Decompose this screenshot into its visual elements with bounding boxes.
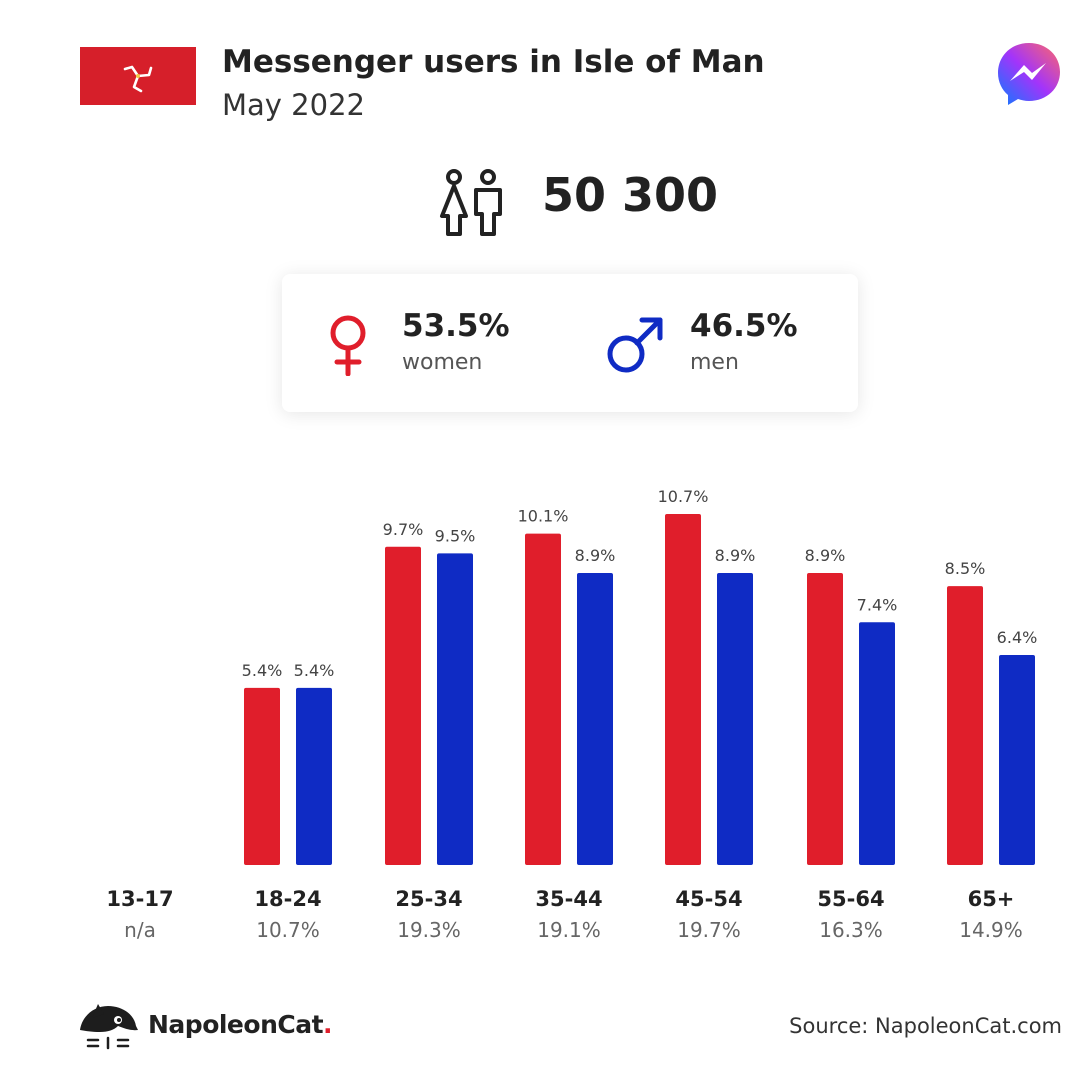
bar-35-44-series-2 (577, 573, 613, 865)
age-group-label: 65+ (968, 887, 1015, 911)
men-label: men (690, 350, 739, 375)
female-symbol-icon (330, 315, 366, 376)
age-group-total: n/a (124, 918, 156, 942)
age-group-label: 25-34 (395, 887, 462, 911)
bar-value-label: 10.7% (658, 487, 709, 506)
bar-55-64-series-1 (807, 573, 843, 865)
bar-25-34-series-1 (385, 546, 421, 865)
bar-45-54-series-1 (665, 514, 701, 865)
bar-55-64-series-2 (859, 622, 895, 865)
bar-value-label: 5.4% (242, 661, 283, 680)
bar-65+-series-2 (999, 655, 1035, 865)
gender-split-card: 53.5% women 46.5% men (282, 274, 858, 412)
brand-dot: . (323, 1010, 333, 1039)
page-title: Messenger users in Isle of Man (222, 44, 765, 80)
age-group-label: 18-24 (254, 887, 321, 911)
bar-18-24-series-2 (296, 687, 332, 865)
age-group-label: 35-44 (535, 887, 602, 911)
age-group-total: 16.3% (819, 918, 883, 942)
age-group-total: 19.7% (677, 918, 741, 942)
bar-value-label: 8.9% (805, 546, 846, 565)
age-group-total: 14.9% (959, 918, 1023, 942)
bar-value-label: 6.4% (997, 628, 1038, 647)
napoleoncat-logo-icon (80, 1004, 138, 1050)
bar-value-label: 7.4% (857, 595, 898, 614)
age-group-label: 13-17 (106, 887, 173, 911)
age-group-total: 19.3% (397, 918, 461, 942)
bar-25-34-series-2 (437, 553, 473, 865)
bar-45-54-series-2 (717, 573, 753, 865)
age-group-label: 45-54 (675, 887, 742, 911)
bar-value-label: 10.1% (518, 507, 569, 526)
bar-value-label: 8.5% (945, 559, 986, 578)
women-percentage: 53.5% (402, 308, 510, 344)
male-symbol-icon (607, 317, 663, 373)
age-group-total: 10.7% (256, 918, 320, 942)
age-group-label: 55-64 (817, 887, 884, 911)
messenger-logo-icon (998, 43, 1060, 105)
bar-35-44-series-1 (525, 533, 561, 865)
bar-18-24-series-1 (244, 687, 280, 865)
source-note: Source: NapoleonCat.com (789, 1014, 1062, 1038)
brand-text: NapoleonCat (148, 1010, 324, 1039)
women-label: women (402, 350, 483, 375)
total-users-value: 50 300 (542, 168, 719, 222)
page-subtitle: May 2022 (222, 88, 365, 122)
men-percentage: 46.5% (690, 308, 798, 344)
bar-value-label: 9.5% (435, 526, 476, 545)
bar-value-label: 8.9% (575, 546, 616, 565)
bar-65+-series-1 (947, 586, 983, 865)
bar-value-label: 5.4% (294, 661, 335, 680)
people-icon (440, 169, 502, 236)
brand-name: NapoleonCat. (148, 1010, 333, 1039)
bar-value-label: 8.9% (715, 546, 756, 565)
isle-of-man-flag-icon (80, 47, 196, 105)
age-group-total: 19.1% (537, 918, 601, 942)
bar-value-label: 9.7% (383, 520, 424, 539)
